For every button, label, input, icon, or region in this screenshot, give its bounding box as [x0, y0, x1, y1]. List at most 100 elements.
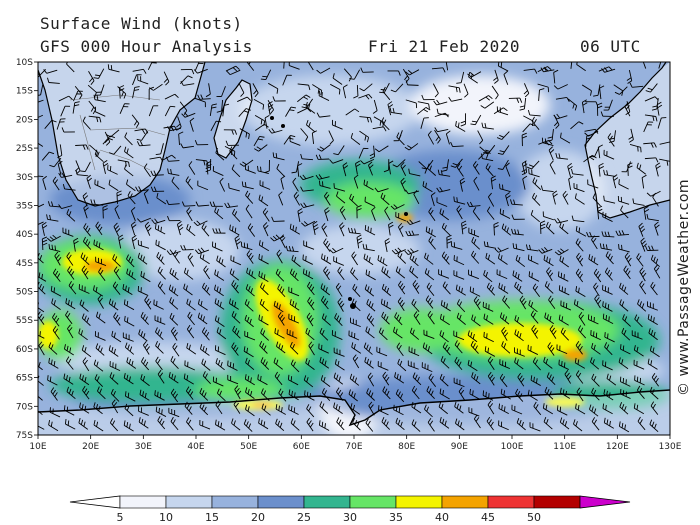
wind-barb-flag — [110, 65, 113, 71]
wind-barb — [439, 174, 451, 177]
wind-barb-flag — [407, 145, 412, 149]
wind-barb-flag — [167, 168, 169, 174]
wind-barb — [376, 351, 388, 357]
wind-barb-flag — [278, 304, 281, 310]
wind-barb-flag — [79, 402, 81, 408]
wind-barb-flag — [325, 210, 330, 214]
wind-barb — [84, 161, 91, 172]
wind-barb — [590, 361, 600, 370]
wind-barb — [378, 409, 389, 416]
wind-barb-flag — [503, 390, 506, 396]
wind-barb-flag — [128, 256, 132, 262]
wind-barb-flag — [642, 243, 648, 248]
wind-barb-flag — [53, 300, 56, 306]
wind-barb-flag — [354, 108, 360, 113]
wind-barb — [268, 82, 279, 90]
wind-barb-flag — [561, 223, 565, 229]
wind-barb-flag — [42, 175, 47, 180]
wind-barb — [38, 315, 45, 325]
wind-barb — [503, 74, 509, 85]
wind-barb-flag — [572, 60, 577, 61]
wind-barb — [292, 181, 299, 192]
wind-barb-flag — [303, 96, 309, 100]
wind-barb-flag — [203, 160, 206, 166]
wind-barb-flag — [335, 404, 338, 410]
wind-barb — [226, 205, 238, 208]
wind-barb-flag — [501, 341, 504, 347]
wind-barb-flag — [529, 244, 531, 250]
wind-barb-flag — [52, 313, 56, 318]
wind-barb-flag — [618, 230, 622, 236]
wind-barb-flag — [301, 222, 306, 227]
wind-barb — [499, 188, 511, 193]
wind-barb — [291, 259, 301, 268]
wind-barb-flag — [425, 344, 428, 350]
wind-barb — [111, 335, 122, 343]
wind-barb-flag — [593, 344, 596, 350]
wind-barb-flag — [384, 374, 388, 379]
wind-barb — [349, 378, 360, 386]
colorbar-cell — [533, 495, 581, 509]
wind-barb — [643, 208, 647, 220]
colorbar-high-arrow — [579, 495, 631, 509]
wind-barb-flag — [337, 360, 340, 366]
wind-barb-flag — [441, 403, 444, 409]
wind-barb-flag — [364, 284, 368, 290]
wind-barb-flag — [159, 372, 164, 378]
wind-barb — [201, 227, 210, 237]
wind-barb-flag — [356, 422, 360, 428]
wind-barb-flag — [135, 123, 140, 128]
wind-barb-flag — [50, 359, 53, 365]
wind-barb-flag — [391, 250, 396, 255]
wind-barb-flag — [389, 107, 392, 113]
wind-barb-flag — [350, 267, 354, 273]
wind-barb-flag — [627, 165, 633, 169]
wind-barb — [264, 117, 268, 129]
wind-barb — [558, 276, 569, 282]
wind-barb-flag — [577, 240, 581, 246]
wind-barb — [581, 84, 592, 92]
wind-barb-flag — [126, 179, 129, 185]
wind-barb — [436, 201, 448, 207]
wind-barb-flag — [143, 359, 147, 365]
wind-barb-flag — [595, 271, 600, 276]
wind-barb — [140, 217, 152, 223]
wind-barb — [244, 319, 254, 328]
wind-barb — [573, 187, 585, 193]
wind-barb-flag — [325, 287, 328, 293]
wind-barb-flag — [52, 268, 57, 274]
wind-barb — [342, 87, 347, 99]
wind-barb-flag — [201, 358, 204, 364]
wind-barb-flag — [102, 208, 108, 211]
wind-barb-flag — [79, 299, 83, 305]
wind-barb-flag — [278, 405, 280, 411]
wind-barb-flag — [383, 419, 387, 425]
wind-barb-flag — [250, 390, 253, 396]
colorbar-tick-label: 5 — [117, 511, 124, 524]
wind-barb-flag — [214, 315, 217, 321]
wind-barb-flag — [503, 343, 507, 349]
wind-barb — [500, 316, 510, 325]
wind-barb — [182, 145, 195, 149]
wind-barb-flag — [185, 285, 188, 291]
wind-barb-flag — [413, 190, 418, 195]
wind-barb-flag — [291, 254, 294, 261]
wind-barb — [634, 349, 644, 357]
wind-barb-flag — [261, 241, 264, 247]
wind-barb-flag — [532, 312, 536, 318]
wind-barb-flag — [650, 330, 654, 336]
wind-barb-flag — [642, 55, 646, 58]
wind-barb-flag — [235, 387, 240, 393]
wind-barb-flag — [653, 142, 657, 148]
wind-barb — [653, 268, 661, 279]
wind-barb-flag — [352, 404, 356, 410]
wind-barb-flag — [323, 191, 328, 197]
wind-barb — [485, 245, 497, 249]
wind-barb-flag — [609, 140, 615, 143]
wind-barb-flag — [654, 423, 657, 429]
wind-barb-flag — [197, 299, 200, 305]
wind-barb-flag — [214, 298, 217, 304]
wind-barb-flag — [339, 222, 344, 227]
wind-barb — [186, 347, 197, 355]
wind-barb — [575, 345, 583, 355]
